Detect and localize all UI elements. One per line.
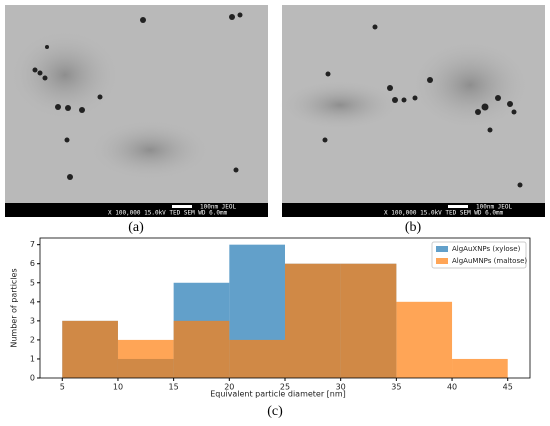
hist-bar: [117, 339, 174, 378]
x-tick-label: 40: [447, 383, 457, 392]
y-tick-label: 7: [30, 240, 35, 249]
info-bar: [5, 203, 268, 217]
y-tick-label: 4: [30, 297, 35, 306]
x-tick-label: 30: [336, 383, 346, 392]
scale-bar: [448, 205, 468, 208]
cloud: [280, 80, 400, 130]
scale-label: 100nm JEOL: [200, 204, 237, 211]
y-tick-label: 6: [30, 259, 35, 268]
y-tick-label: 5: [30, 278, 35, 287]
hist-bar: [285, 263, 341, 378]
x-tick-label: 45: [503, 383, 513, 392]
x-tick-label: 15: [169, 383, 179, 392]
hist-bar: [340, 263, 397, 378]
x-tick-label: 10: [113, 383, 123, 392]
info-bar: [282, 203, 545, 217]
y-tick-label: 0: [30, 374, 35, 383]
legend-box: [431, 241, 527, 269]
scale-label: 100nm JEOL: [476, 204, 513, 211]
y-axis-label: Number of particles: [10, 268, 19, 347]
legend-label: AlgAuMNPs (maltose): [452, 257, 527, 265]
y-tick-label: 3: [30, 316, 35, 325]
x-axis-label: Equivalent particle diameter [nm]: [210, 390, 346, 399]
cloud: [10, 30, 120, 120]
y-tick-label: 2: [30, 335, 35, 344]
panel-label: (c): [267, 404, 283, 419]
hist-bar: [229, 339, 285, 378]
sem-image-a: 100nm JEOL X 100,000 15.0kV TED SEM WD 6…: [5, 5, 268, 217]
sem-image-b: 100nm JEOL X 100,000 15.0kV TED SEM WD 6…: [280, 5, 545, 217]
info-text: X 100,000 15.0kV TED SEM WD 6.0mm: [108, 210, 228, 217]
hist-bar: [173, 320, 230, 378]
scale-bar: [172, 205, 192, 208]
particles: [322, 24, 523, 188]
particles: [32, 12, 243, 180]
x-tick-label: 25: [280, 383, 290, 392]
hist-bar: [62, 320, 118, 378]
x-tick-label: 20: [224, 383, 234, 392]
info-text: X 100,000 15.0kV TED SEM WD 6.0mm: [384, 210, 504, 217]
hist-bar: [452, 358, 508, 378]
legend-swatch: [436, 246, 448, 252]
legend-swatch: [436, 258, 448, 264]
hist-bar: [396, 301, 453, 378]
panel-label: (a): [128, 220, 144, 235]
x-tick-label: 5: [60, 383, 65, 392]
legend-label: AlgAuXNPs (xylose): [452, 245, 521, 253]
x-tick-label: 35: [391, 383, 401, 392]
cloud: [90, 120, 210, 180]
cloud: [410, 40, 530, 130]
panel-label: (b): [405, 220, 422, 235]
y-tick-label: 1: [30, 354, 35, 363]
